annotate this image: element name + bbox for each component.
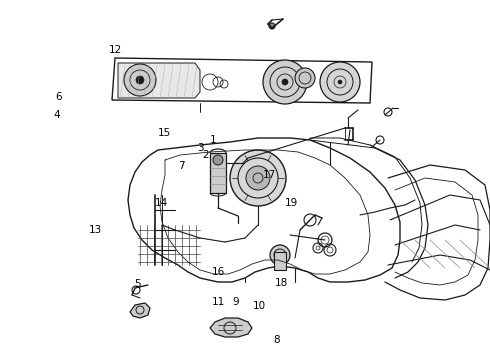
Circle shape: [338, 80, 342, 84]
Text: 6: 6: [55, 92, 62, 102]
Polygon shape: [118, 63, 200, 98]
Polygon shape: [128, 138, 400, 282]
Circle shape: [246, 166, 270, 190]
Text: 18: 18: [275, 278, 289, 288]
Text: 8: 8: [273, 335, 280, 345]
Polygon shape: [130, 303, 150, 318]
Text: 7: 7: [178, 161, 185, 171]
Circle shape: [270, 245, 290, 265]
Text: 16: 16: [211, 267, 225, 277]
Text: 11: 11: [211, 297, 225, 307]
Text: 12: 12: [108, 45, 122, 55]
Text: 17: 17: [263, 170, 276, 180]
Text: 2: 2: [202, 150, 209, 160]
Circle shape: [124, 64, 156, 96]
Text: 14: 14: [155, 198, 169, 208]
Text: 3: 3: [197, 143, 204, 153]
Text: 4: 4: [53, 110, 60, 120]
Circle shape: [269, 23, 275, 29]
Bar: [274, 252, 286, 270]
Text: 19: 19: [285, 198, 298, 208]
Polygon shape: [210, 153, 226, 193]
Circle shape: [282, 79, 288, 85]
Circle shape: [230, 150, 286, 206]
Text: 15: 15: [157, 128, 171, 138]
Polygon shape: [112, 58, 372, 103]
Text: 1: 1: [210, 135, 217, 145]
Text: 9: 9: [232, 297, 239, 307]
Polygon shape: [210, 318, 252, 337]
Circle shape: [295, 68, 315, 88]
Circle shape: [263, 60, 307, 104]
Text: 5: 5: [134, 279, 141, 289]
Circle shape: [320, 62, 360, 102]
Text: 10: 10: [253, 301, 266, 311]
Circle shape: [136, 76, 144, 84]
Text: 13: 13: [89, 225, 102, 235]
Circle shape: [213, 155, 223, 165]
